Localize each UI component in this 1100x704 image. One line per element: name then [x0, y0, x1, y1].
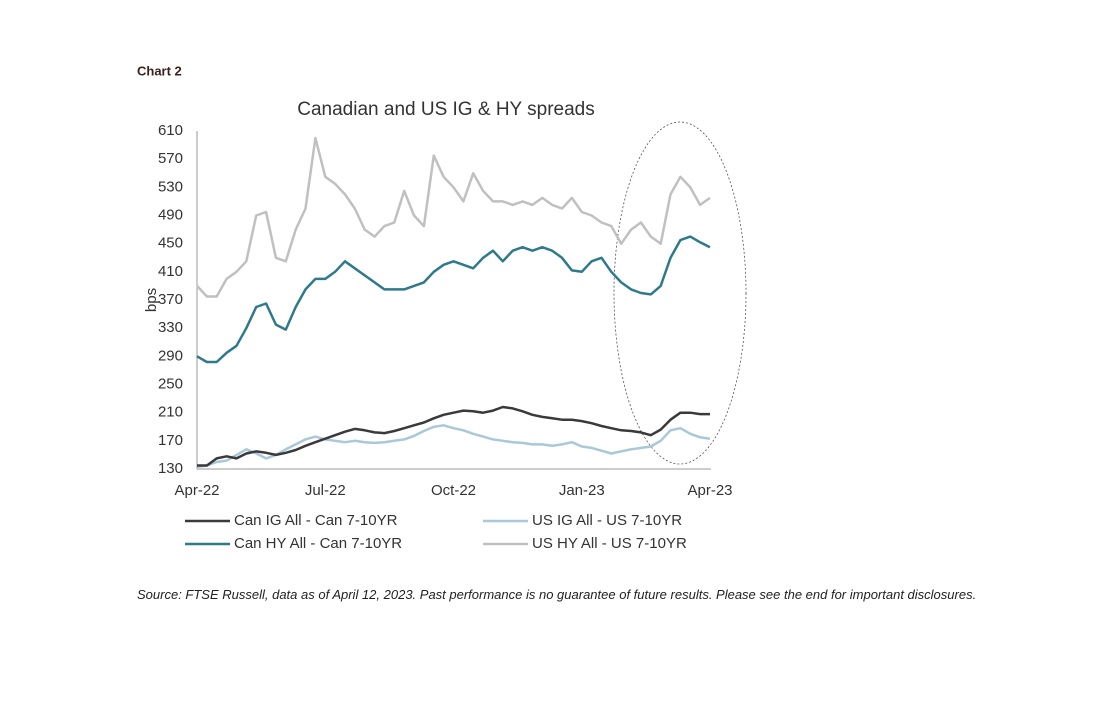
legend-label: Can HY All - Can 7-10YR: [234, 535, 402, 552]
y-axis-label: bps: [143, 288, 160, 312]
legend-label: Can IG All - Can 7-10YR: [234, 512, 398, 529]
y-tick-label: 530: [158, 178, 183, 195]
series-line: [196, 136, 711, 298]
series-line: [197, 405, 710, 467]
y-tick-label: 570: [158, 150, 183, 167]
x-tick-label: Jan-23: [559, 482, 605, 499]
y-tick-label: 250: [158, 375, 183, 392]
y-tick-label: 610: [158, 122, 183, 139]
y-tick-label: 170: [158, 432, 183, 449]
x-tick-label: Apr-22: [174, 482, 219, 499]
y-tick-label: 450: [158, 235, 183, 252]
highlight-ellipse: [613, 121, 747, 465]
series-line: [196, 235, 711, 364]
x-tick-label: Apr-23: [687, 482, 732, 499]
y-tick-label: 370: [158, 291, 183, 308]
series-line: [196, 424, 711, 469]
legend-label: US IG All - US 7-10YR: [532, 512, 682, 529]
y-tick-label: 130: [158, 460, 183, 477]
x-tick-label: Jul-22: [305, 482, 346, 499]
y-tick-label: 290: [158, 347, 183, 364]
y-tick-label: 410: [158, 263, 183, 280]
y-tick-label: 490: [158, 206, 183, 223]
x-tick-label: Oct-22: [431, 482, 476, 499]
source-note: Source: FTSE Russell, data as of April 1…: [137, 587, 977, 602]
chart-header: Chart 2: [137, 63, 182, 78]
chart-title: Canadian and US IG & HY spreads: [297, 99, 595, 120]
y-tick-label: 210: [158, 404, 183, 421]
y-tick-label: 330: [158, 319, 183, 336]
legend-label: US HY All - US 7-10YR: [532, 535, 687, 552]
